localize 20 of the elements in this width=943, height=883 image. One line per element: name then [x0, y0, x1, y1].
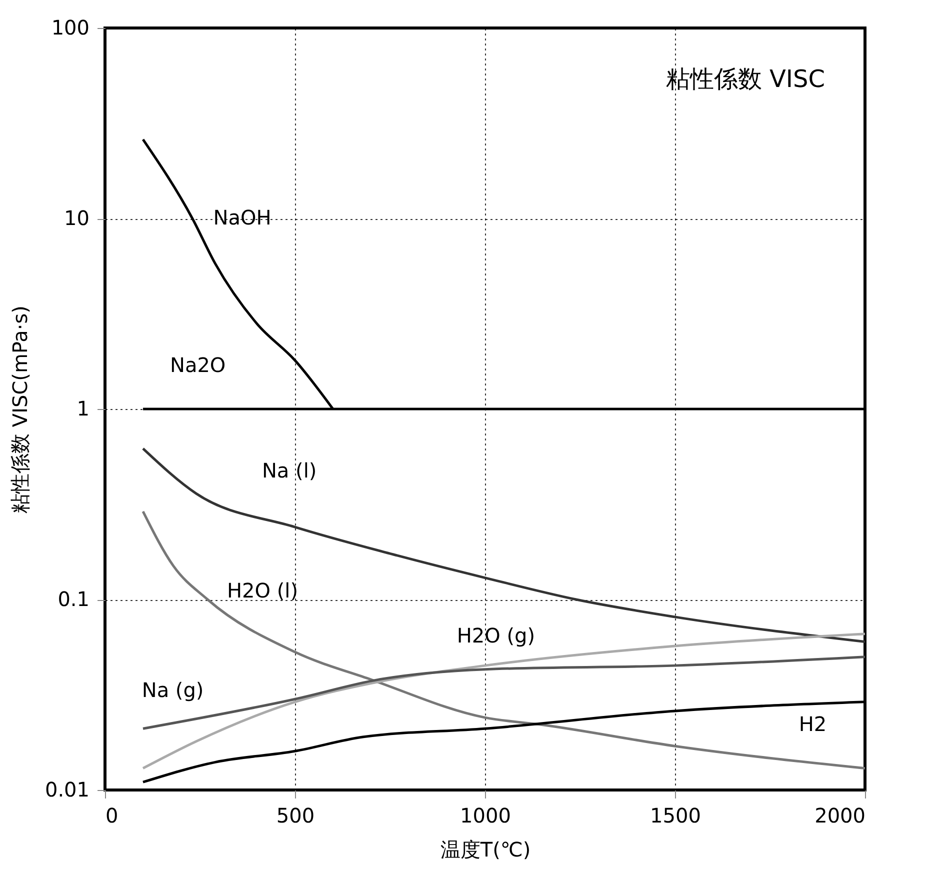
- x-tick-label: 2000: [814, 804, 866, 828]
- y-tick-label: 10: [64, 206, 90, 230]
- y-tick-label: 100: [51, 16, 90, 40]
- x-axis-title: 温度T(℃): [440, 838, 531, 862]
- text: 粘性係数 VISC: [666, 65, 825, 93]
- y-tick-label: 0.1: [58, 587, 90, 611]
- x-tick-label: 1500: [650, 804, 701, 828]
- series-label: H2O (l): [226, 578, 298, 603]
- y-tick-label: 0.01: [44, 778, 90, 802]
- y-tick-label: 1: [76, 396, 90, 420]
- x-tick-label: 500: [276, 804, 315, 828]
- y-axis-title: 粘性係数 VISC(mPa·s): [8, 306, 32, 514]
- series-label: H2O (g): [456, 623, 536, 648]
- series-label: Na (g): [142, 678, 204, 702]
- series-label: NaOH: [213, 206, 272, 230]
- x-tick-label: 1000: [460, 804, 511, 828]
- x-tick-label: 0: [106, 804, 118, 828]
- series-label: Na (l): [262, 458, 317, 482]
- series-label: H2: [798, 712, 827, 736]
- series-label: Na2O: [170, 353, 226, 378]
